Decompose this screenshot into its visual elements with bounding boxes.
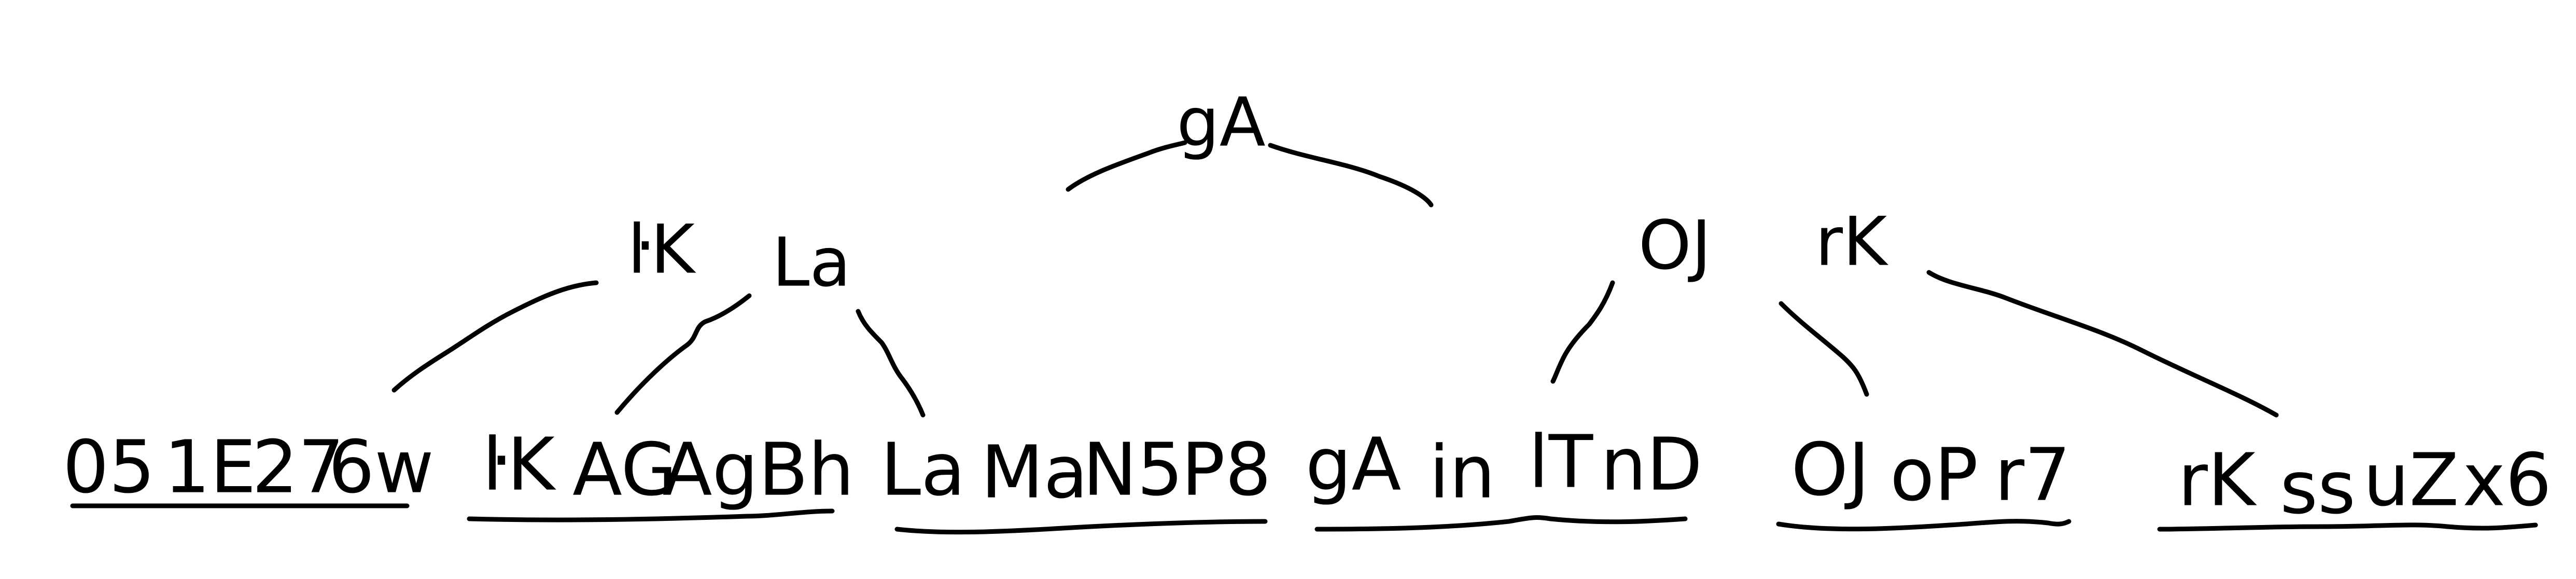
leaf-underline xyxy=(1314,515,1688,532)
edge-internal-right-to-leaf-4 xyxy=(1550,280,1615,384)
leaf-underline xyxy=(1776,519,2071,532)
leaf-key: rK xyxy=(2178,438,2257,523)
leaf-key: x6 xyxy=(2462,438,2552,523)
leaf-key: lT xyxy=(1529,420,1593,505)
leaf-key: ŀK xyxy=(482,423,556,507)
leaf-node-2: ŀK AG Ag Bh xyxy=(467,423,855,522)
leaf-node-1: 05 1E 27 6w xyxy=(63,425,434,510)
leaf-key: nD xyxy=(1601,423,1703,507)
internal-node-right: OJ rK xyxy=(1639,202,1888,285)
edge-root-left xyxy=(1066,140,1187,192)
leaf-key: 6w xyxy=(328,425,434,510)
edge-internal-right-to-leaf-6 xyxy=(1926,270,2279,418)
leaf-key: 05 xyxy=(63,425,155,510)
leaf-underline xyxy=(2157,522,2538,532)
edge-root-right xyxy=(1268,143,1434,208)
leaf-node-6: rK ss uZ x6 xyxy=(2157,438,2552,532)
edge-internal-right-to-leaf-5 xyxy=(1779,301,1869,397)
leaf-underline xyxy=(467,508,835,522)
leaf-key: ss xyxy=(2280,446,2356,531)
edge-internal-left-to-leaf-1 xyxy=(391,280,599,393)
internal-key: La xyxy=(772,223,851,302)
root-node: gA xyxy=(1177,83,1265,162)
internal-node-left: ŀK La xyxy=(627,210,851,302)
leaf-key: La xyxy=(880,428,965,513)
leaf-key: Ma xyxy=(981,431,1088,515)
leaf-key: Bh xyxy=(759,428,855,513)
internal-key: OJ xyxy=(1639,206,1712,285)
leaf-node-5: OJ oP r7 xyxy=(1776,428,2071,532)
leaf-node-3: La Ma N5 P8 xyxy=(880,428,1271,535)
internal-key: ŀK xyxy=(627,210,696,289)
leaf-underline xyxy=(894,519,1268,535)
leaf-key: r7 xyxy=(1995,433,2071,518)
edge-internal-left-to-leaf-3 xyxy=(856,309,926,418)
leaf-key: N5 xyxy=(1083,428,1183,513)
leaf-key: Ag xyxy=(663,428,759,513)
leaf-node-4: gA in lT nD xyxy=(1306,420,1703,532)
leaf-key: OJ xyxy=(1791,428,1869,513)
root-key: gA xyxy=(1177,83,1265,162)
leaf-key: 27 xyxy=(252,425,344,510)
leaf-key: uZ xyxy=(2363,438,2459,523)
edge-internal-left-to-leaf-2 xyxy=(614,293,752,415)
leaf-key: gA xyxy=(1306,423,1402,507)
leaf-key: in xyxy=(1429,431,1495,515)
leaf-key: P8 xyxy=(1181,428,1271,513)
leaf-key: AG xyxy=(572,428,677,513)
leaf-key: 1E xyxy=(164,425,256,510)
leaf-key: oP xyxy=(1890,433,1978,518)
internal-key: rK xyxy=(1815,202,1888,281)
